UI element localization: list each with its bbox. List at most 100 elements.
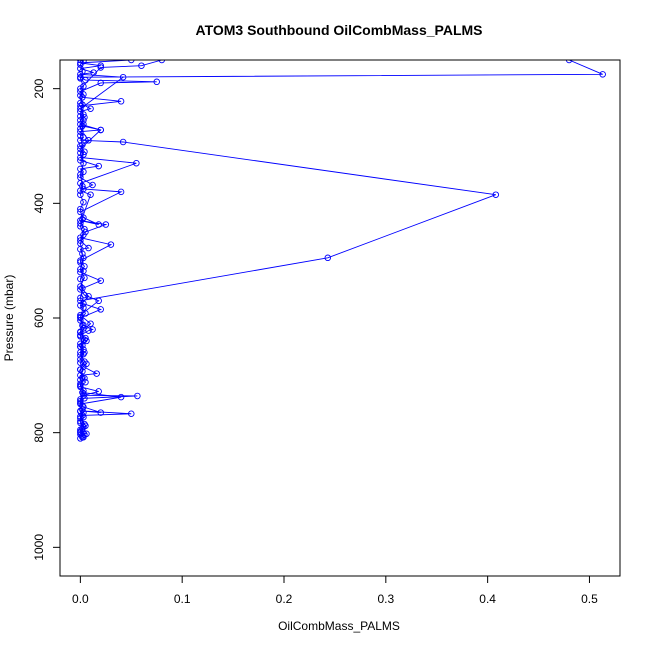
- data-point: [81, 114, 88, 121]
- data-point: [80, 198, 87, 206]
- data-point: [77, 294, 84, 302]
- data-point: [77, 92, 84, 99]
- data-point: [117, 98, 125, 105]
- x-axis-label: OilCombMass_PALMS: [278, 619, 400, 633]
- y-tick-label: 800: [32, 422, 46, 442]
- data-point: [80, 159, 87, 167]
- data-point: [107, 241, 115, 248]
- data-point: [77, 223, 84, 230]
- data-point: [77, 408, 84, 415]
- data-point: [77, 359, 84, 366]
- data-point: [134, 392, 141, 400]
- data-point: [89, 326, 96, 333]
- data-point: [77, 313, 84, 321]
- data-point: [77, 171, 84, 178]
- data-point: [79, 182, 86, 190]
- data-point: [117, 188, 125, 196]
- data-point: [79, 94, 86, 101]
- data-point: [93, 370, 100, 377]
- data-point: [77, 112, 84, 120]
- data-point: [79, 368, 86, 375]
- data-point: [87, 191, 94, 198]
- data-point: [153, 78, 160, 86]
- data-point: [97, 126, 104, 134]
- y-axis-label: Pressure (mbar): [2, 275, 16, 362]
- data-point: [80, 413, 87, 421]
- data-point: [80, 350, 87, 358]
- series-1: [77, 60, 606, 441]
- x-tick-label: 0.0: [72, 592, 89, 606]
- data-point: [77, 396, 84, 403]
- data-point: [87, 105, 94, 112]
- data-point: [77, 376, 84, 384]
- series-4: [77, 60, 88, 438]
- data-point: [77, 343, 84, 350]
- series-line: [79, 60, 162, 439]
- data-point: [90, 69, 97, 76]
- data-point: [97, 62, 104, 69]
- data-point: [97, 306, 104, 313]
- y-tick-label: 200: [32, 78, 46, 98]
- chart-title: ATOM3 Southbound OilCombMass_PALMS: [196, 22, 483, 38]
- data-point: [77, 125, 84, 133]
- data-point: [599, 71, 606, 78]
- data-point: [77, 366, 84, 373]
- y-tick-label: 600: [32, 308, 46, 328]
- data-point: [77, 240, 84, 247]
- data-point: [117, 393, 125, 401]
- y-tick-label: 1000: [32, 534, 46, 561]
- data-point: [79, 425, 86, 432]
- x-tick-label: 0.3: [377, 592, 394, 606]
- data-point: [80, 267, 87, 275]
- data-point: [77, 283, 84, 290]
- data-point: [82, 310, 89, 317]
- data-point: [79, 250, 86, 258]
- data-point: [81, 336, 88, 344]
- data-point: [87, 320, 94, 327]
- data-point: [80, 254, 87, 262]
- data-point: [77, 205, 84, 213]
- data-point: [95, 221, 102, 228]
- data-point: [77, 132, 84, 139]
- data-point: [119, 73, 127, 81]
- data-point: [80, 304, 87, 311]
- data-point: [80, 60, 87, 65]
- data-point: [77, 75, 84, 82]
- data-point: [79, 68, 86, 75]
- data-point: [97, 277, 104, 284]
- data-point: [79, 141, 86, 149]
- data-point: [324, 254, 332, 262]
- data-point: [79, 322, 86, 329]
- data-point: [79, 402, 86, 409]
- series-3: [77, 60, 135, 441]
- data-point: [77, 259, 84, 266]
- data-point: [79, 216, 86, 223]
- data-point: [80, 120, 87, 128]
- data-point: [77, 275, 84, 283]
- data-point: [95, 162, 102, 170]
- data-point: [79, 284, 86, 292]
- data-point: [492, 191, 500, 198]
- data-point: [77, 431, 84, 438]
- data-point: [80, 231, 87, 239]
- data-point: [97, 64, 104, 71]
- data-point: [95, 297, 102, 305]
- plot-area: [77, 60, 606, 442]
- data-point: [79, 101, 86, 108]
- data-point: [77, 105, 84, 112]
- data-point: [81, 274, 88, 282]
- data-point: [77, 191, 84, 198]
- data-point: [77, 419, 84, 427]
- data-point: [138, 62, 145, 69]
- data-point: [80, 83, 87, 90]
- data-point: [85, 137, 92, 144]
- data-point: [102, 221, 110, 228]
- plot-frame: [59, 59, 621, 577]
- x-tick-label: 0.1: [174, 592, 191, 606]
- series-line: [79, 60, 85, 435]
- data-point: [97, 79, 104, 87]
- x-tick-label: 0.2: [276, 592, 293, 606]
- data-point: [89, 181, 96, 189]
- data-point: [77, 149, 84, 157]
